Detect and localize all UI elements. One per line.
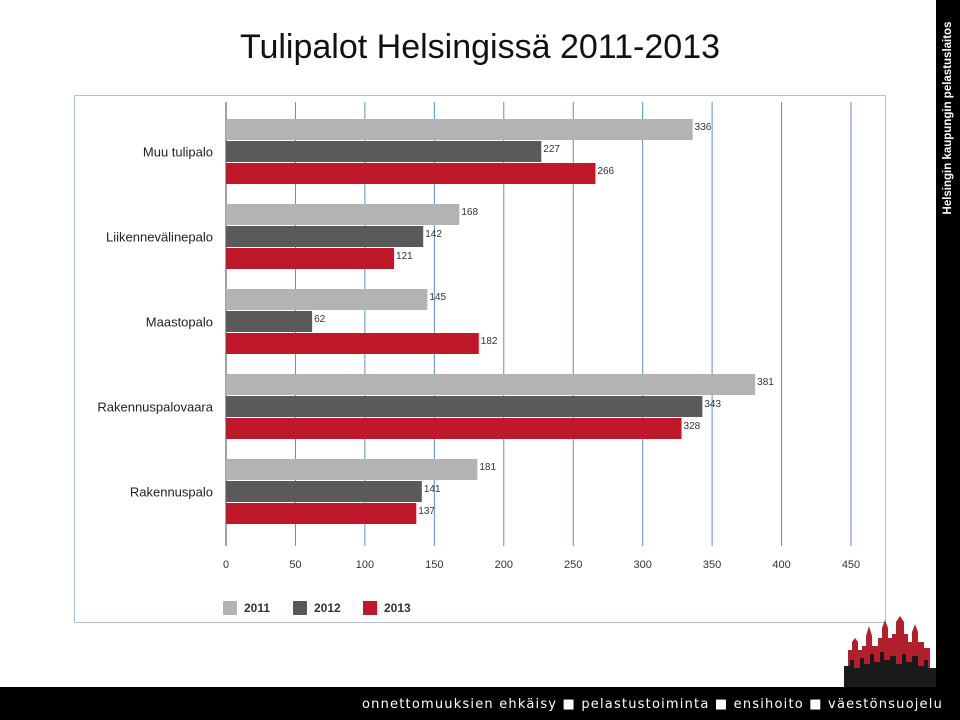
bar-chart: Muu tulipalo 336 227 266 Liikennevälinepalo 1…: [97, 102, 860, 615]
x-tick-label: 0: [223, 559, 229, 571]
data-label: 62: [314, 314, 326, 325]
data-label: 182: [481, 336, 498, 347]
slide-title: Tulipalot Helsingissä 2011-2013: [239, 28, 721, 66]
x-tick-label: 150: [425, 559, 443, 571]
data-label: 227: [543, 144, 560, 155]
bar-2013: [226, 163, 596, 184]
legend-label: 2012: [314, 601, 341, 615]
x-tick-label: 350: [703, 559, 721, 571]
category-label: Maastopalo: [146, 315, 213, 330]
bar-2011: [226, 289, 428, 310]
category-label: Rakennuspalovaara: [97, 400, 213, 415]
helsinki-skyline-logo: [844, 616, 936, 688]
data-label: 336: [695, 122, 712, 133]
side-band: Helsingin kaupungin pelastuslaitos: [936, 0, 960, 720]
x-tick-label: 250: [564, 559, 582, 571]
legend-label: 2011: [244, 601, 270, 615]
bar-2013: [226, 503, 417, 524]
bar-2012: [226, 396, 703, 417]
skyline-dark-silhouette: [844, 652, 936, 688]
chart-frame: Muu tulipalo 336 227 266 Liikennevälinepalo 1…: [74, 95, 886, 623]
bar-2011: [226, 459, 478, 480]
data-label: 343: [704, 399, 721, 410]
data-label: 328: [684, 421, 701, 432]
bar-2012: [226, 226, 424, 247]
category-label: Rakennuspalo: [130, 485, 213, 500]
legend-swatch-2012: [293, 601, 307, 615]
data-label: 137: [418, 506, 435, 517]
bar-2013: [226, 333, 479, 354]
data-label: 121: [396, 251, 413, 262]
bar-2012: [226, 311, 313, 332]
bar-2013: [226, 248, 395, 269]
category-label: Liikennevälinepalo: [106, 230, 213, 245]
data-label: 141: [424, 484, 441, 495]
legend-label: 2013: [384, 601, 411, 615]
x-tick-label: 50: [289, 559, 301, 571]
category-label: Muu tulipalo: [143, 145, 213, 160]
data-label: 145: [429, 292, 446, 303]
organization-label: Helsingin kaupungin pelastuslaitos: [942, 21, 954, 215]
x-tick-label: 300: [633, 559, 651, 571]
x-tick-label: 400: [772, 559, 790, 571]
footer-band: [0, 687, 936, 720]
footer-text: onnettomuuksien ehkäisy ■ pelastustoimin…: [362, 697, 944, 712]
bar-2011: [226, 119, 693, 140]
bar-2012: [226, 481, 422, 502]
data-label: 142: [425, 229, 442, 240]
bar-2011: [226, 204, 460, 225]
data-label: 381: [757, 377, 774, 388]
x-tick-label: 200: [495, 559, 513, 571]
legend-swatch-2013: [363, 601, 377, 615]
bar-2013: [226, 418, 682, 439]
x-tick-label: 450: [842, 559, 860, 571]
legend-swatch-2011: [223, 601, 237, 615]
data-label: 266: [597, 166, 614, 177]
bar-2012: [226, 141, 542, 162]
bar-2011: [226, 374, 756, 395]
data-label: 181: [479, 462, 496, 473]
x-tick-label: 100: [356, 559, 374, 571]
data-label: 168: [461, 207, 478, 218]
